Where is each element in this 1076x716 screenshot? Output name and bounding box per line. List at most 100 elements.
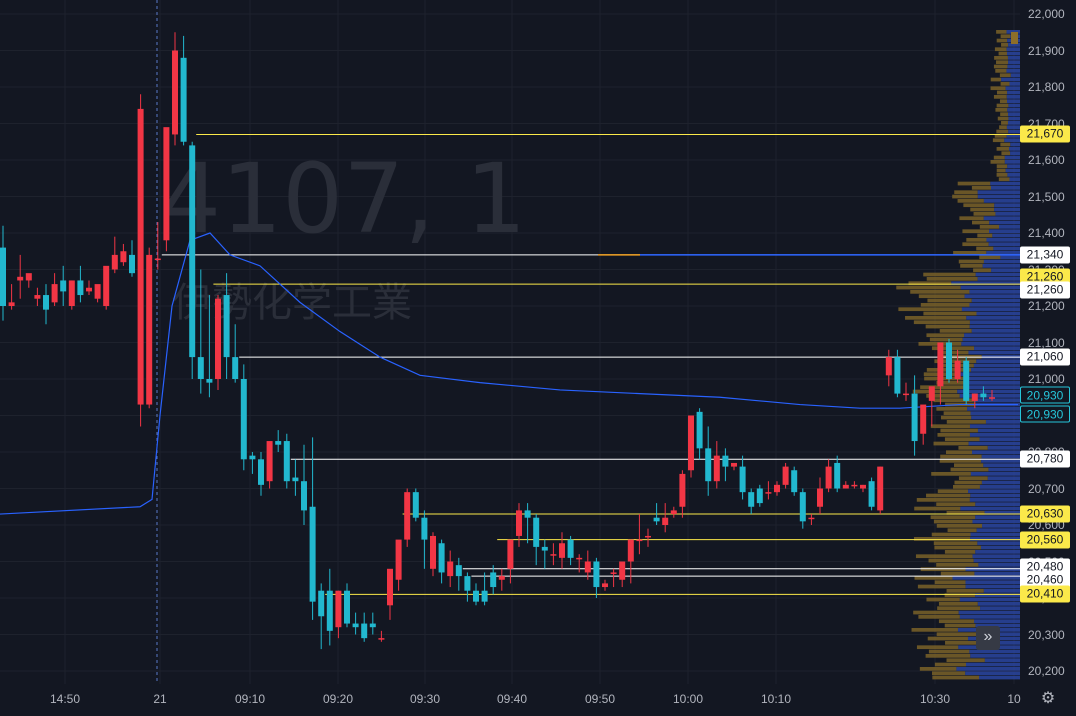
price-tick-label: 21,200 <box>1028 299 1065 313</box>
volume-profile-up-bar <box>963 203 995 208</box>
volume-profile-down-bar <box>962 337 1020 342</box>
volume-profile-down-bar <box>984 658 1020 663</box>
volume-profile-down-bar <box>975 550 1020 554</box>
candle-body <box>911 393 918 442</box>
time-axis[interactable]: 14:50 21 09:10 09:20 09:30 09:40 09:50 10:00 10:… <box>0 684 1021 716</box>
volume-profile-up-bar <box>1000 112 1009 117</box>
volume-profile-up-bar <box>926 333 965 338</box>
volume-profile-up-bar <box>953 485 980 489</box>
candle-body <box>722 455 729 467</box>
volume-profile-up-bar <box>910 290 970 294</box>
candle-body <box>989 397 995 399</box>
volume-profile-down-bar <box>977 194 1020 199</box>
volume-profile-down-bar <box>982 524 1020 528</box>
volume-profile-up-bar <box>926 597 960 602</box>
price-chart[interactable]: 4107, 1 伊勢化学工業 <box>0 0 1020 684</box>
volume-profile-down-bar <box>968 489 1020 494</box>
price-tick-label: 22,000 <box>1028 7 1065 21</box>
volume-profile-up-bar <box>996 168 1006 173</box>
price-tick-label: 20,300 <box>1028 627 1065 642</box>
settings-gear-icon[interactable]: ⚙ <box>1040 690 1056 707</box>
candle-body <box>258 459 264 485</box>
volume-profile-up-bar <box>925 654 971 658</box>
volume-profile-down-bar <box>986 238 1020 242</box>
volume-profile-down-bar <box>989 220 1020 225</box>
volume-profile-down-bar <box>952 576 1020 580</box>
candle-body <box>516 510 522 536</box>
price-tick-label: 21,000 <box>1028 372 1065 386</box>
scroll-to-realtime-button[interactable]: » <box>976 626 1000 650</box>
volume-profile-up-bar <box>936 407 968 411</box>
volume-profile-up-bar <box>919 667 957 671</box>
volume-profile-up-bar <box>925 324 970 329</box>
volume-profile-up-bar <box>944 550 976 554</box>
candle-body <box>163 127 170 241</box>
volume-profile-down-bar <box>981 459 1020 463</box>
volume-profile-up-bar <box>913 537 971 541</box>
candle-body <box>283 441 290 482</box>
volume-profile-up-bar <box>944 623 976 628</box>
candle-body <box>206 379 213 383</box>
volume-profile-down-bar <box>970 472 1020 476</box>
candle-body <box>885 357 892 376</box>
volume-profile-up-bar <box>994 47 1007 52</box>
volume-profile-up-bar <box>940 454 982 459</box>
candle-body <box>266 441 273 482</box>
price-tag-label: 21,060 <box>1020 348 1070 366</box>
candle-body <box>662 517 669 525</box>
candle-body <box>782 466 789 485</box>
volume-profile-up-bar <box>933 441 969 446</box>
candle-body <box>928 386 935 401</box>
volume-profile-up-bar <box>939 459 982 463</box>
candle-body <box>817 488 823 507</box>
volume-profile-down-bar <box>983 463 1020 468</box>
candle-body <box>249 455 256 460</box>
volume-profile-up-bar <box>976 246 994 251</box>
volume-profile-down-bar <box>1010 151 1020 156</box>
volume-profile-down-bar <box>968 441 1020 446</box>
volume-profile-up-bar <box>995 108 1008 112</box>
volume-profile <box>896 30 1020 680</box>
volume-profile-up-bar <box>996 147 1010 151</box>
volume-profile-down-bar <box>1007 56 1020 60</box>
volume-profile-up-bar <box>953 251 987 255</box>
volume-profile-up-bar <box>936 381 968 385</box>
volume-profile-down-bar <box>969 424 1020 429</box>
candle-body <box>412 492 419 518</box>
volume-profile-up-bar <box>916 498 970 502</box>
volume-profile-down-bar <box>1004 160 1020 164</box>
volume-profile-down-bar <box>1007 173 1020 177</box>
volume-profile-down-bar <box>1006 30 1020 34</box>
volume-profile-up-bar <box>933 519 973 524</box>
volume-profile-down-bar <box>969 290 1020 294</box>
volume-profile-up-bar <box>953 463 984 468</box>
price-tag-label: 20,630 <box>1020 505 1070 523</box>
volume-profile-up-bar <box>993 95 1007 99</box>
volume-profile-down-bar <box>975 502 1020 507</box>
candle-body <box>679 473 686 507</box>
volume-profile-down-bar <box>986 251 1020 255</box>
candle-body <box>963 360 970 401</box>
volume-profile-up-bar <box>995 69 1007 73</box>
volume-profile-down-bar <box>956 667 1020 671</box>
volume-profile-down-bar <box>960 285 1020 290</box>
volume-profile-up-bar <box>994 56 1008 60</box>
price-tick-label: 21,100 <box>1028 335 1065 350</box>
volume-profile-down-bar <box>977 190 1020 195</box>
volume-profile-up-bar <box>914 506 961 511</box>
volume-profile-down-bar <box>1008 60 1020 65</box>
volume-profile-down-bar <box>990 186 1020 190</box>
volume-profile-down-bar <box>995 212 1020 216</box>
volume-profile-up-bar <box>958 259 984 264</box>
volume-profile-up-bar <box>927 636 969 641</box>
volume-profile-down-bar <box>972 554 1020 559</box>
volume-profile-up-bar <box>940 428 978 433</box>
volume-profile-down-bar <box>991 268 1020 273</box>
volume-profile-down-bar <box>970 654 1020 658</box>
candle-body <box>593 561 600 588</box>
price-tick-label: 21,400 <box>1028 226 1065 240</box>
volume-profile-down-bar <box>969 498 1020 502</box>
volume-profile-up-bar <box>896 285 961 290</box>
volume-profile-up-bar <box>946 589 984 593</box>
volume-profile-down-bar <box>1009 82 1020 86</box>
